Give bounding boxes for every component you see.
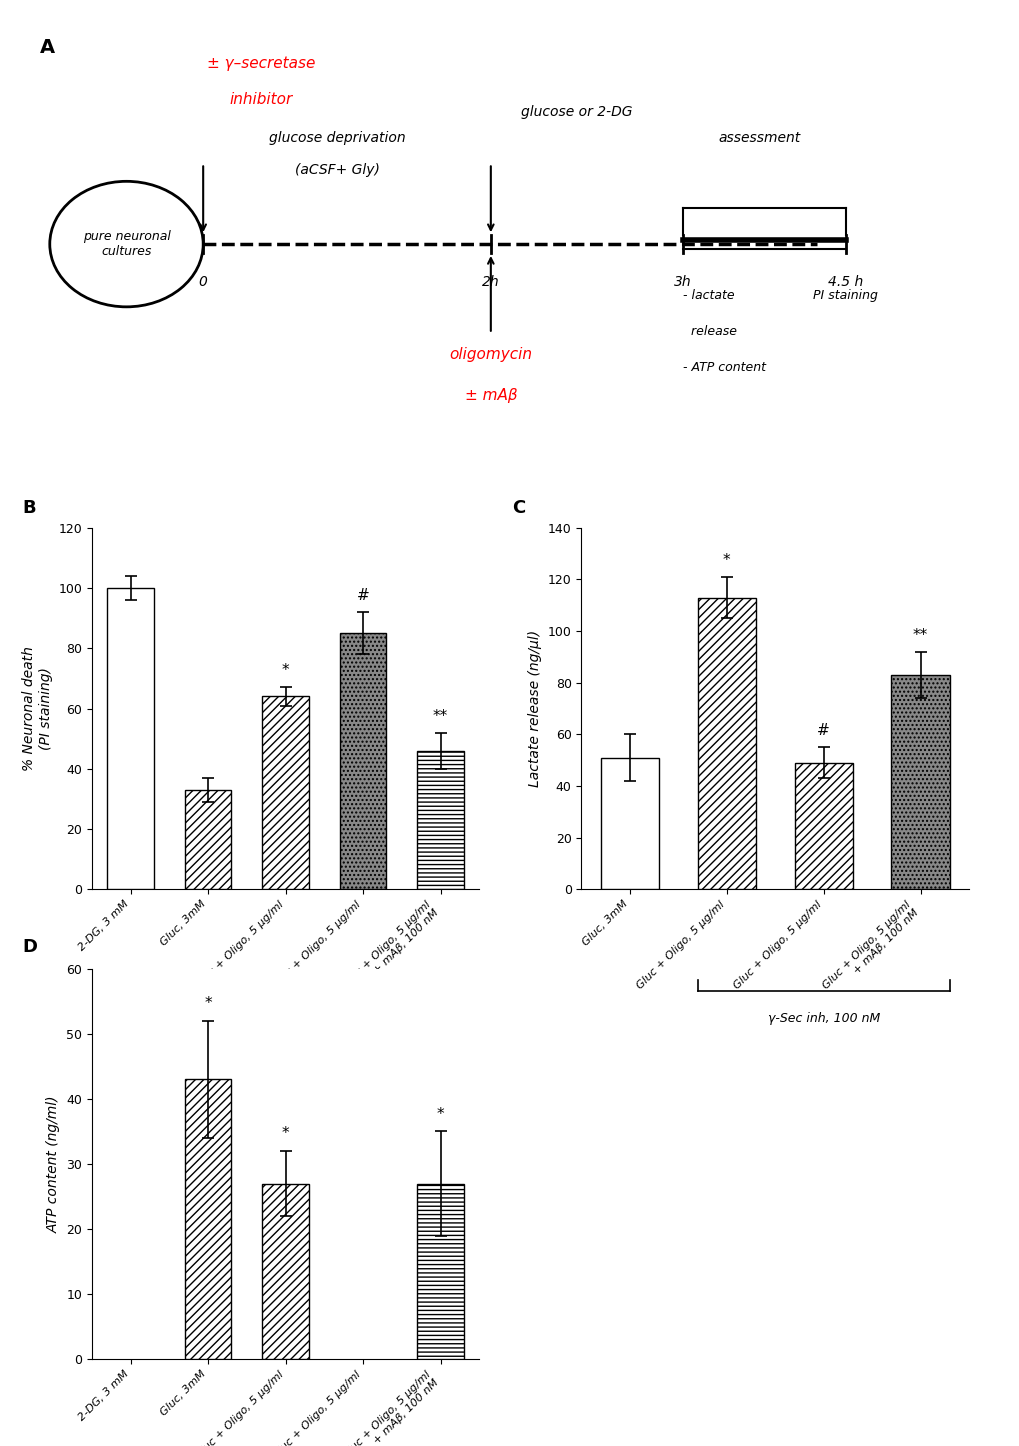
Bar [339,633,386,889]
Text: γ-Sec inh, 100 nM: γ-Sec inh, 100 nM [307,1012,419,1025]
Text: (aCSF+ Gly): (aCSF+ Gly) [294,163,379,176]
Y-axis label: % Neuronal death
(PI staining): % Neuronal death (PI staining) [22,646,53,771]
Bar [600,758,658,889]
Text: *: * [281,664,289,678]
Text: *: * [436,1106,444,1122]
Bar [417,750,464,889]
Text: C: C [512,499,525,516]
Text: *: * [204,996,212,1011]
Text: assessment: assessment [717,132,800,146]
Bar [184,790,231,889]
Text: *: * [722,552,730,568]
Text: D: D [22,937,37,956]
Bar [184,1079,231,1359]
Y-axis label: ATP content (ng/ml): ATP content (ng/ml) [47,1095,60,1233]
Text: pure neuronal
cultures: pure neuronal cultures [83,230,170,257]
Text: **: ** [912,628,927,642]
Text: 2h: 2h [482,275,499,289]
Bar [417,1183,464,1359]
Bar [262,1183,309,1359]
Text: 3h: 3h [674,275,691,289]
Text: 4.5 h: 4.5 h [827,275,862,289]
Text: #: # [357,589,369,603]
Text: glucose deprivation: glucose deprivation [269,132,406,146]
Text: inhibitor: inhibitor [229,91,292,107]
Text: glucose or 2-DG: glucose or 2-DG [521,104,632,119]
Text: - ATP content: - ATP content [682,360,765,373]
Text: γ-Sec inh, 100 nM: γ-Sec inh, 100 nM [766,1012,879,1025]
Text: B: B [22,499,36,516]
Bar [262,697,309,889]
Text: ± γ–secretase: ± γ–secretase [206,56,315,71]
Y-axis label: Lactate release (ng/μl): Lactate release (ng/μl) [528,630,542,787]
Text: 0: 0 [199,275,208,289]
Text: ± mAβ: ± mAβ [464,388,517,402]
Text: **: ** [433,709,447,723]
Bar [794,763,852,889]
Bar [107,589,154,889]
Text: oligomycin: oligomycin [449,347,532,362]
Text: *: * [281,1126,289,1141]
Text: #: # [816,723,829,739]
Bar [697,597,755,889]
Text: PI staining: PI staining [812,289,877,302]
Bar [891,675,949,889]
Text: release: release [682,325,736,338]
Text: - lactate: - lactate [682,289,734,302]
Text: A: A [40,38,55,56]
